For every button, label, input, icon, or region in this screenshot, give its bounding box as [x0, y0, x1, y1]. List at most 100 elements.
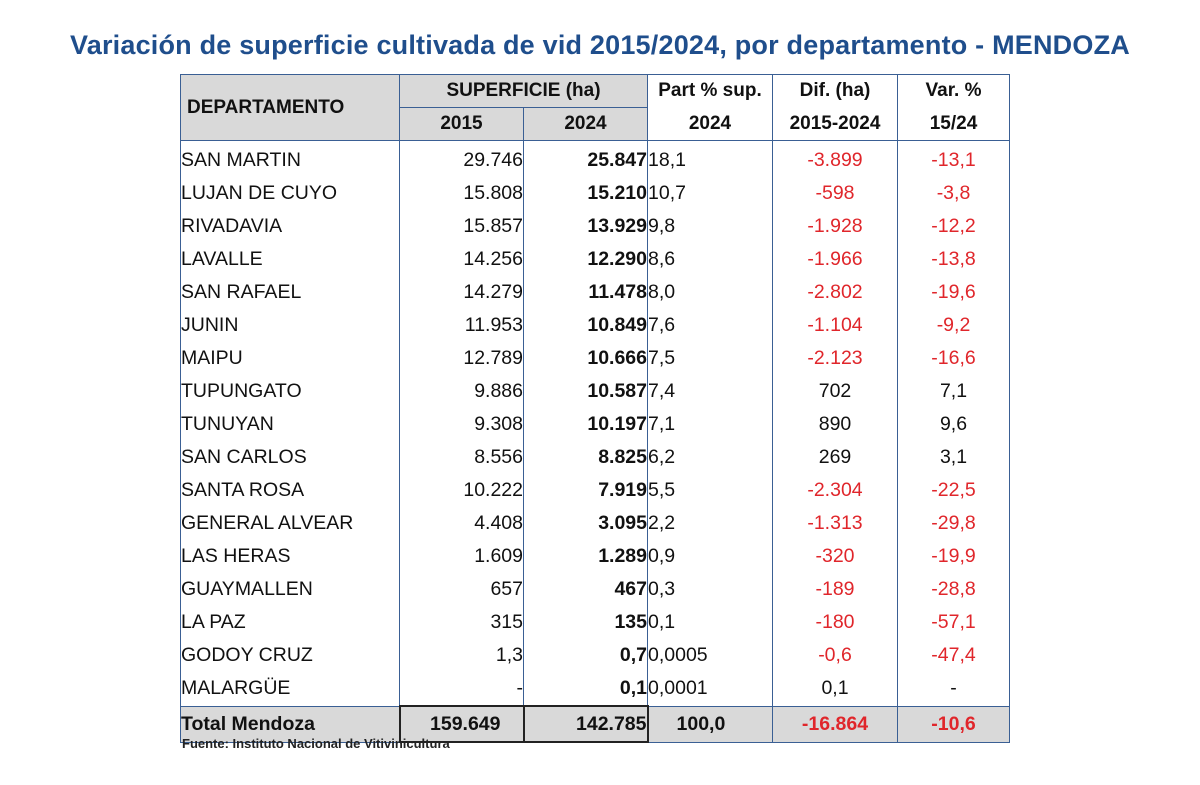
cell-part: 8,6	[647, 243, 773, 276]
cell-part: 0,0001	[647, 672, 773, 706]
total-row: Total Mendoza 159.649 142.785 100,0 -16.…	[180, 705, 1010, 743]
cell-departamento: LA PAZ	[180, 606, 400, 639]
cell-part: 7,5	[647, 342, 773, 375]
cell-dif: -598	[772, 177, 898, 210]
cell-dif: -0,6	[772, 639, 898, 672]
cell-sup-2015: 15.808	[399, 177, 524, 210]
cell-departamento: SAN MARTIN	[180, 140, 400, 177]
table-row: JUNIN 11.953 10.849 7,6 -1.104 -9,2	[180, 309, 1010, 342]
cell-var: 7,1	[897, 375, 1010, 408]
cell-dif: -1.313	[772, 507, 898, 540]
cell-part: 8,0	[647, 276, 773, 309]
cell-sup-2024: 12.290	[523, 243, 648, 276]
cell-part: 2,2	[647, 507, 773, 540]
table-row: MAIPU 12.789 10.666 7,5 -2.123 -16,6	[180, 342, 1010, 375]
cell-sup-2024: 0,7	[523, 639, 648, 672]
header-departamento: DEPARTAMENTO	[180, 74, 400, 141]
cell-sup-2024: 467	[523, 573, 648, 606]
cell-departamento: RIVADAVIA	[180, 210, 400, 243]
cell-part: 7,6	[647, 309, 773, 342]
cell-dif: -1.928	[772, 210, 898, 243]
cell-departamento: GODOY CRUZ	[180, 639, 400, 672]
cell-part: 0,3	[647, 573, 773, 606]
table-row: LUJAN DE CUYO 15.808 15.210 10,7 -598 -3,8	[180, 177, 1010, 210]
table-row: RIVADAVIA 15.857 13.929 9,8 -1.928 -12,2	[180, 210, 1010, 243]
header-superficie: SUPERFICIE (ha)	[399, 74, 648, 108]
cell-part: 6,2	[647, 441, 773, 474]
cell-sup-2015: -	[399, 672, 524, 706]
cell-part: 0,0005	[647, 639, 773, 672]
page-title: Variación de superficie cultivada de vid…	[70, 30, 1130, 60]
table-row: TUPUNGATO 9.886 10.587 7,4 702 7,1	[180, 375, 1010, 408]
cell-dif: -3.899	[772, 140, 898, 177]
cell-dif: -2.123	[772, 342, 898, 375]
cell-sup-2015: 8.556	[399, 441, 524, 474]
cell-dif: 702	[772, 375, 898, 408]
cell-dif: -180	[772, 606, 898, 639]
table-row: SAN CARLOS 8.556 8.825 6,2 269 3,1	[180, 441, 1010, 474]
cell-departamento: SAN CARLOS	[180, 441, 400, 474]
table-row: SANTA ROSA 10.222 7.919 5,5 -2.304 -22,5	[180, 474, 1010, 507]
header-dif-line2: 2015-2024	[772, 107, 898, 141]
cell-sup-2024: 13.929	[523, 210, 648, 243]
cell-sup-2015: 15.857	[399, 210, 524, 243]
cell-var: -22,5	[897, 474, 1010, 507]
cell-departamento: LUJAN DE CUYO	[180, 177, 400, 210]
cell-dif: 269	[772, 441, 898, 474]
table-header: DEPARTAMENTO SUPERFICIE (ha) Part % sup.…	[180, 74, 1010, 141]
cell-departamento: GUAYMALLEN	[180, 573, 400, 606]
total-sup-2024: 142.785	[522, 705, 649, 743]
cell-sup-2024: 11.478	[523, 276, 648, 309]
cell-sup-2024: 25.847	[523, 140, 648, 177]
cell-sup-2015: 14.279	[399, 276, 524, 309]
cell-part: 5,5	[647, 474, 773, 507]
table-body: SAN MARTIN 29.746 25.847 18,1 -3.899 -13,1 LUJ…	[180, 140, 1010, 706]
table-row: SAN MARTIN 29.746 25.847 18,1 -3.899 -13,1	[180, 140, 1010, 177]
header-var-line1: Var. %	[897, 74, 1010, 108]
cell-dif: -320	[772, 540, 898, 573]
header-part-line2: 2024	[647, 107, 773, 141]
cell-departamento: JUNIN	[180, 309, 400, 342]
cell-sup-2015: 4.408	[399, 507, 524, 540]
cell-dif: -189	[772, 573, 898, 606]
cell-dif: 890	[772, 408, 898, 441]
data-table: DEPARTAMENTO SUPERFICIE (ha) Part % sup.…	[180, 74, 1010, 743]
cell-sup-2015: 9.886	[399, 375, 524, 408]
cell-part: 0,9	[647, 540, 773, 573]
cell-departamento: TUNUYAN	[180, 408, 400, 441]
cell-departamento: SAN RAFAEL	[180, 276, 400, 309]
header-year-2015: 2015	[399, 107, 524, 141]
cell-dif: -2.304	[772, 474, 898, 507]
cell-part: 7,1	[647, 408, 773, 441]
cell-sup-2015: 9.308	[399, 408, 524, 441]
header-dif-line1: Dif. (ha)	[772, 74, 898, 108]
cell-var: -3,8	[897, 177, 1010, 210]
cell-var: -12,2	[897, 210, 1010, 243]
table-row: LAVALLE 14.256 12.290 8,6 -1.966 -13,8	[180, 243, 1010, 276]
cell-sup-2024: 135	[523, 606, 648, 639]
cell-part: 9,8	[647, 210, 773, 243]
table-row: MALARGÜE -0,1 0,0001 0,1-	[180, 672, 1010, 706]
cell-sup-2024: 10.587	[523, 375, 648, 408]
header-var-line2: 15/24	[897, 107, 1010, 141]
cell-var: 9,6	[897, 408, 1010, 441]
table-row: LAS HERAS 1.609 1.289 0,9 -320 -19,9	[180, 540, 1010, 573]
cell-dif: -1.966	[772, 243, 898, 276]
table-row: GUAYMALLEN 657 467 0,3 -189 -28,8	[180, 573, 1010, 606]
table-row: GODOY CRUZ 1,3 0,7 0,0005 -0,6 -47,4	[180, 639, 1010, 672]
cell-dif: -2.802	[772, 276, 898, 309]
cell-part: 18,1	[647, 140, 773, 177]
cell-var: -57,1	[897, 606, 1010, 639]
cell-dif: -1.104	[772, 309, 898, 342]
table-row: GENERAL ALVEAR 4.408 3.095 2,2 -1.313 -29,8	[180, 507, 1010, 540]
cell-sup-2015: 1.609	[399, 540, 524, 573]
cell-sup-2024: 3.095	[523, 507, 648, 540]
total-sup-2015: 159.649	[398, 705, 525, 743]
cell-var: -47,4	[897, 639, 1010, 672]
cell-var: -9,2	[897, 309, 1010, 342]
cell-var: -28,8	[897, 573, 1010, 606]
cell-var: -	[897, 672, 1010, 706]
cell-sup-2024: 8.825	[523, 441, 648, 474]
cell-sup-2015: 10.222	[399, 474, 524, 507]
cell-sup-2015: 14.256	[399, 243, 524, 276]
